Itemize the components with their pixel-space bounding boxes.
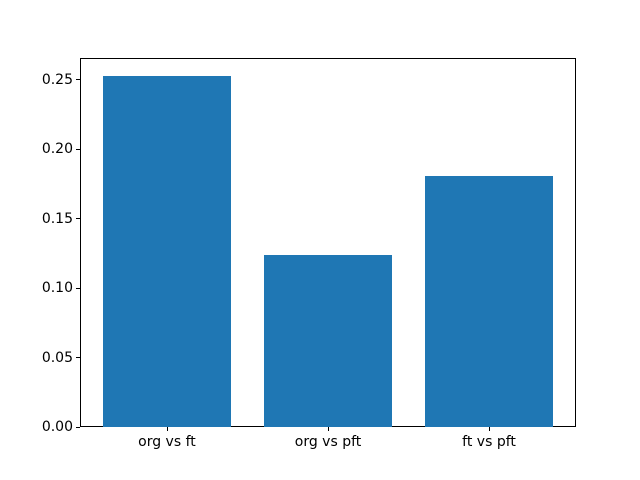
bar — [102, 75, 232, 427]
y-tick-mark — [76, 218, 80, 220]
x-tick-mark — [328, 427, 329, 431]
x-tick-label: ft vs pft — [462, 434, 516, 450]
y-tick-mark — [76, 287, 80, 289]
y-tick-label: 0.25 — [41, 71, 73, 88]
x-tick-label: org vs ft — [138, 434, 196, 450]
x-tick-mark — [166, 427, 168, 431]
y-tick-mark — [76, 79, 80, 81]
bar — [424, 175, 554, 427]
bars-layer — [80, 58, 576, 427]
y-tick-mark — [76, 148, 80, 150]
y-tick-label: 0.05 — [41, 349, 73, 366]
y-tick-label: 0.15 — [41, 210, 73, 227]
y-tick-label: 0.00 — [41, 419, 73, 435]
y-tick-mark — [76, 426, 80, 428]
x-tick-mark — [489, 427, 491, 431]
bar — [263, 254, 393, 427]
y-tick-label: 0.10 — [41, 280, 73, 297]
x-tick-label: org vs pft — [294, 434, 362, 450]
y-tick-mark — [76, 357, 80, 359]
y-tick-label: 0.20 — [41, 141, 73, 158]
